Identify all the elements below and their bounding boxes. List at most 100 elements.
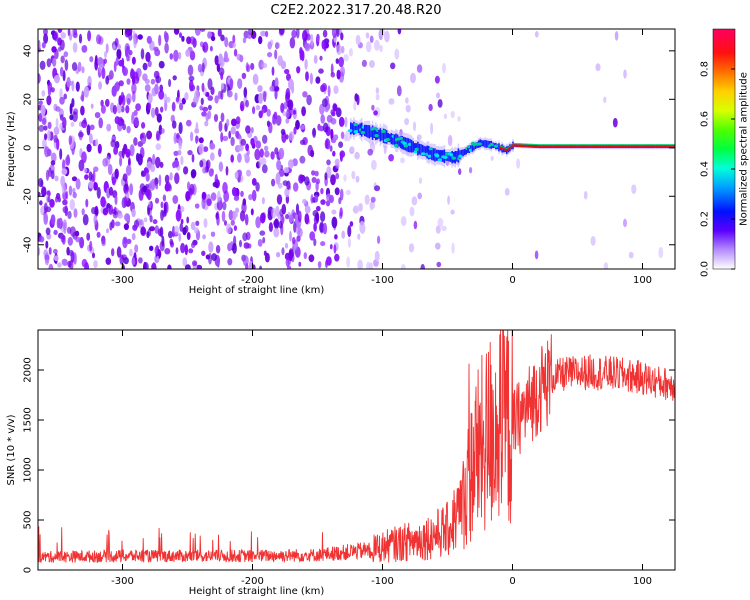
spectrogram-cell — [96, 186, 101, 199]
spectrogram-cell — [260, 157, 267, 166]
spectrogram-cell — [447, 134, 453, 147]
spectrogram-cell — [105, 257, 112, 265]
spectrogram-cell — [326, 114, 333, 123]
bottom-x-tick-label: -100 — [371, 576, 394, 587]
ridge-band — [360, 122, 363, 137]
spectrogram-cell — [84, 262, 89, 269]
spectrogram-cell — [69, 226, 76, 237]
spectrogram-cell — [48, 263, 54, 269]
spectrogram-cell — [186, 36, 192, 45]
ridge-core — [571, 145, 574, 148]
spectrogram-cell — [334, 187, 340, 196]
ridge-band — [474, 142, 477, 149]
ridge-edge — [623, 144, 625, 146]
spectrogram-cell — [96, 34, 102, 45]
spectrogram-cell — [120, 105, 125, 113]
spectrogram-cell — [262, 237, 266, 244]
spectrogram-cell — [199, 105, 203, 111]
spectrogram-cell — [38, 177, 44, 188]
ridge-edge — [531, 143, 533, 145]
spectrogram-cell — [284, 68, 290, 75]
spectrogram-cell — [447, 195, 450, 205]
spectrogram-cell — [280, 102, 285, 114]
ridge-band — [438, 150, 441, 162]
spectrogram-cell — [313, 238, 317, 247]
ridge-peak — [470, 141, 476, 146]
ridge-band — [424, 146, 427, 157]
spectrogram-cell — [614, 31, 619, 41]
spectrogram-cell — [133, 110, 138, 116]
spectrogram-cell — [182, 227, 187, 236]
spectrogram-cell — [93, 260, 98, 269]
ridge-edge — [593, 144, 595, 146]
ridge-core — [588, 145, 591, 148]
ridge-core — [615, 145, 617, 148]
spectrogram-cell — [243, 87, 248, 98]
spectrogram-cell — [192, 260, 198, 267]
spectrogram-cell — [186, 216, 190, 224]
spectrogram-cell — [411, 196, 418, 206]
ridge-core — [540, 145, 542, 148]
spectrogram-cell — [334, 253, 340, 262]
ridge-core — [652, 145, 655, 148]
spectrogram-cell — [53, 31, 59, 42]
spectrogram-cell — [352, 205, 359, 214]
spectrogram-cell — [191, 242, 196, 249]
spectrogram-cell — [469, 167, 473, 174]
spectrogram-cell — [194, 89, 200, 102]
ridge-band — [350, 122, 352, 135]
spectrogram-cell — [218, 120, 223, 132]
ridge-edge — [616, 144, 619, 146]
spectrogram-cell — [200, 97, 204, 106]
spectrogram-cell — [216, 211, 220, 220]
spectrogram-cell — [324, 172, 328, 181]
spectrogram-cell — [181, 35, 185, 42]
spectrogram-cell — [118, 80, 124, 87]
spectrogram-cell — [296, 235, 301, 242]
ridge-band — [465, 147, 467, 155]
spectrogram-cell — [603, 96, 607, 104]
spectrogram-cell — [194, 29, 201, 36]
ridge-edge — [648, 144, 650, 146]
ridge-edge — [582, 144, 584, 146]
ridge-core — [527, 144, 530, 148]
spectrogram-cell — [180, 155, 184, 166]
spectrogram-cell — [124, 213, 131, 222]
spectrogram-cell — [134, 244, 139, 253]
ridge-peak — [372, 126, 377, 130]
spectrogram-cell — [332, 150, 336, 157]
spectrogram-cell — [105, 43, 109, 54]
spectrogram-cell — [178, 52, 182, 60]
spectrogram-cell — [240, 104, 244, 112]
spectrogram-cell — [295, 203, 300, 215]
ridge-core — [554, 145, 556, 148]
ridge-core — [607, 145, 609, 148]
spectrogram-cell — [373, 110, 378, 116]
ridge-band — [351, 123, 354, 134]
ridge-edge — [627, 144, 630, 146]
spectrogram-cell — [603, 262, 609, 269]
ridge-edge — [585, 144, 588, 146]
ridge-core — [585, 145, 588, 148]
spectrogram-cell — [124, 43, 130, 55]
ridge-band — [384, 129, 386, 144]
ridge-band — [381, 130, 383, 141]
spectrogram-cell — [390, 62, 396, 70]
ridge-edge — [665, 144, 667, 146]
spectrogram-cell — [226, 223, 232, 234]
ridge-core — [666, 145, 669, 148]
spectrogram-cell — [55, 192, 61, 200]
spectrogram-cell — [69, 114, 74, 121]
spectrogram-cell — [250, 62, 255, 71]
spectrogram-cell — [86, 232, 91, 241]
spectrogram-cell — [305, 71, 309, 82]
spectrogram-cell — [66, 76, 71, 88]
spectrogram-cell — [86, 124, 91, 136]
ridge-peak — [443, 155, 448, 159]
ridge-core — [565, 145, 567, 148]
ridge-edge — [504, 147, 506, 149]
ridge-edge — [599, 144, 602, 146]
spectrogram-cell — [38, 236, 45, 243]
spectrogram-cell — [50, 160, 56, 166]
spectrogram-cell — [358, 203, 363, 212]
